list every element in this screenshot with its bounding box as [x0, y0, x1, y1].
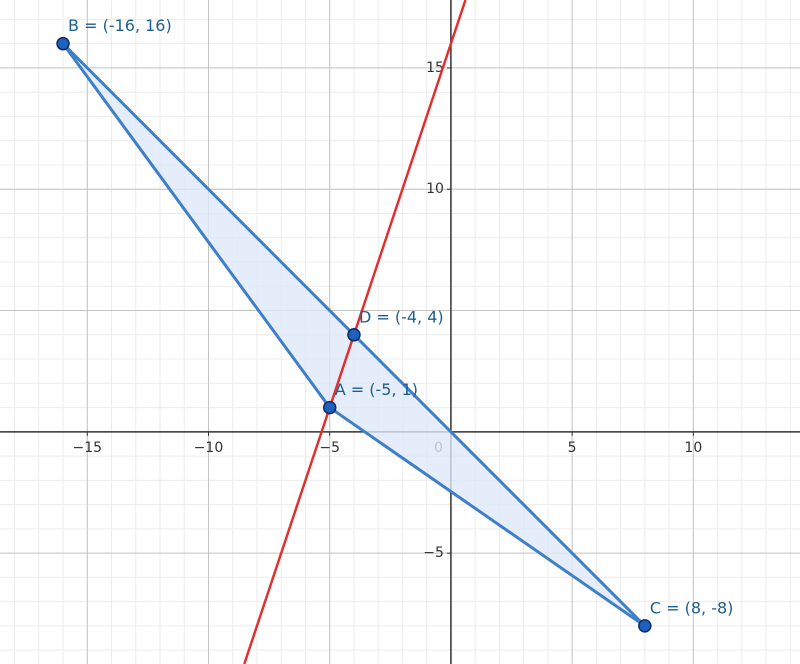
- x-tick-label: −15: [72, 440, 102, 456]
- y-tick-label: 15: [426, 60, 444, 76]
- x-tick-label: −10: [194, 440, 224, 456]
- point-label: A = (-5, 1): [335, 380, 418, 399]
- point: [322, 400, 337, 415]
- y-tick-label: −5: [423, 545, 444, 561]
- y-tick-label: 10: [426, 181, 444, 197]
- x-tick-label: −5: [319, 440, 340, 456]
- point-label: B = (-16, 16): [68, 16, 172, 35]
- point-label: D = (-4, 4): [359, 307, 444, 326]
- point: [638, 619, 652, 633]
- x-tick-label: 10: [684, 440, 702, 456]
- point: [347, 328, 361, 342]
- point: [56, 36, 70, 51]
- x-tick-label: 5: [568, 440, 577, 456]
- point-label: C = (8, -8): [650, 598, 734, 617]
